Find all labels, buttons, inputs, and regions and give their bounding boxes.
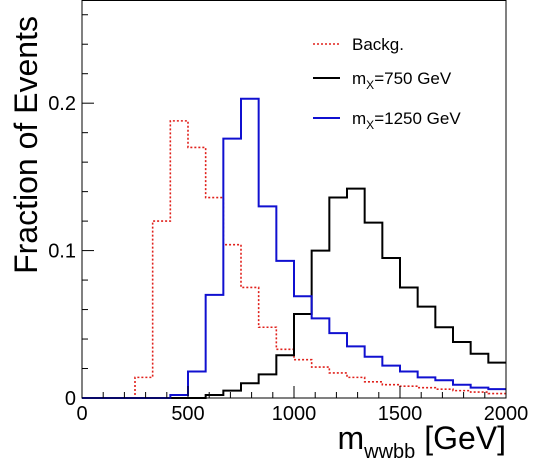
x-tick-label: 1500 [378, 403, 423, 425]
series-layer [82, 97, 506, 399]
y-axis-title: Fraction of Events [8, 16, 44, 274]
legend-label-rest: =1250 GeV [374, 109, 461, 128]
x-axis-title-main: m [338, 420, 365, 456]
legend-label-sub: X [366, 118, 374, 132]
y-tick-label: 0.2 [48, 93, 76, 115]
y-tick-label: 0 [65, 388, 76, 410]
x-tick-label: 0 [76, 403, 87, 425]
legend-label-sub: X [366, 78, 374, 92]
legend-label-rest: =750 GeV [374, 69, 452, 88]
legend-label-main: m [352, 109, 366, 128]
x-axis-title: mwwbb [GeV] [338, 420, 507, 463]
legend-label-1: mX=750 GeV [352, 69, 452, 92]
legend-label-main: m [352, 69, 366, 88]
x-tick-label: 500 [171, 403, 204, 425]
ticks-layer: 0 500 1000 1500 2000 0 0.1 0.2 [48, 14, 529, 425]
y-tick-label: 0.1 [48, 241, 76, 263]
x-tick-label: 1000 [272, 403, 317, 425]
legend-label-0: Backg. [352, 35, 404, 54]
series-0-histogram [82, 120, 506, 399]
legend-label-2: mX=1250 GeV [352, 109, 461, 132]
x-axis-title-unit: [GeV] [415, 420, 506, 456]
x-tick-label: 2000 [484, 403, 529, 425]
x-axis-title-sub: wwbb [363, 441, 415, 463]
